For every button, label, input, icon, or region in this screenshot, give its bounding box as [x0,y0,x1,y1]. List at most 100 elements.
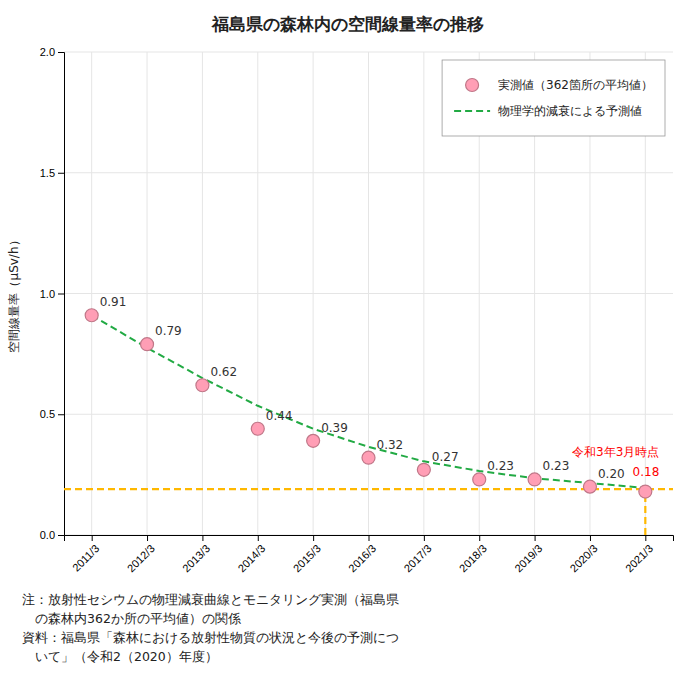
chart-svg: 福島県の森林内の空間線量率の推移0.00.51.01.52.02011/3201… [0,0,695,695]
x-tick-label: 2018/3 [457,542,489,574]
x-tick-mark [202,535,203,541]
legend: 実測値（362箇所の平均値） 物理学的減衰による予測値 [442,60,665,136]
y-tick: 0.0 [40,529,64,541]
x-tick: 2014/3 [235,535,267,574]
legend-swatch [454,110,490,112]
x-tick-mark [424,535,425,541]
x-tick-label: 2017/3 [401,542,433,574]
y-tick-label: 0.5 [40,408,55,420]
x-tick-mark [147,535,148,541]
y-tick-mark [58,173,64,174]
title: 福島県の森林内の空間線量率の推移 [211,14,484,34]
legend-item: 物理学的減衰による予測値 [454,104,642,118]
data-point [528,473,541,486]
y-tick-label: 2.0 [40,46,55,58]
y-tick-mark [58,52,64,53]
y-tick-label: 0.0 [40,529,55,541]
x-tick: 2020/3 [568,535,600,574]
x-tick: 2012/3 [125,535,157,574]
x-tick: 2019/3 [512,535,544,574]
reference-line [64,488,673,490]
y-tick-mark [58,414,64,415]
marks [64,309,673,535]
data-point [583,480,596,493]
data-point [307,434,320,447]
x-tick: 2013/3 [180,535,212,574]
notes: 注：放射性セシウムの物理減衰曲線とモニタリング実測（福島県 の森林内362か所の… [22,592,399,664]
note: の森林内362か所の平均値）の関係 [22,611,241,626]
note: 注：放射性セシウムの物理減衰曲線とモニタリング実測（福島県 [22,592,399,607]
x-tick: 2015/3 [291,535,323,574]
data-point [141,338,154,351]
y-tick-label: 1.0 [40,288,55,300]
x-tick-mark [535,535,536,541]
data-point [473,473,486,486]
data-label: 0.44 [266,409,293,423]
x-tick-label: 2011/3 [70,542,102,574]
x-tick: 2011/3 [70,535,102,574]
y-tick: 1.5 [40,167,64,179]
grid-line-x [147,52,148,535]
legend-item: 実測値（362箇所の平均値） [466,78,653,92]
grid-line-x [313,52,314,535]
legend-frame [442,60,665,136]
x-tick: 2017/3 [401,535,433,574]
data-label: 0.39 [321,421,348,435]
note: いて」（令和2（2020）年度） [22,649,218,664]
x-tick-mark [258,535,259,541]
x-axis: 2011/3 2012/3 2013/3 2014/3 2015/3 2016/3 2017… [65,535,674,574]
x-axis-line [65,536,674,542]
grid-line-x [91,52,92,535]
y-tick-mark [58,535,64,536]
series-line [92,315,646,488]
data-label: 0.32 [377,438,404,452]
data-point [196,379,209,392]
x-tick: 2016/3 [346,535,378,574]
y-tick: 0.5 [40,408,64,420]
y-tick: 2.0 [40,46,64,58]
data-label: 0.23 [543,459,570,473]
data-label: 0.20 [598,467,625,481]
data-labels: 0.91 0.79 0.62 0.44 0.39 0.32 0.27 0.23 0.23 0.20… [100,295,660,480]
legend-label: 実測値（362箇所の平均値） [498,78,653,92]
x-tick-mark [479,535,480,541]
note: 資料：福島県「森林における放射性物質の状況と今後の予測につ [22,630,399,645]
annotation: 0.18 [633,465,660,479]
x-tick-label: 2020/3 [568,542,600,574]
x-tick-mark [590,535,591,541]
data-label: 0.91 [100,295,127,309]
data-label: 0.23 [487,459,514,473]
x-tick-mark [369,535,370,541]
grid-line-x [423,52,424,535]
data-label: 0.27 [432,450,459,464]
x-tick-label: 2015/3 [291,542,323,574]
x-tick: 2018/3 [457,535,489,574]
x-tick-mark [92,535,93,541]
x-tick-label: 2019/3 [512,542,544,574]
y-axis: 0.0 0.5 1.0 1.5 2.0 [40,46,65,541]
data-label: 0.62 [210,365,237,379]
legend-swatch [466,79,479,92]
data-point [417,463,430,476]
x-tick-mark [313,535,314,541]
y-tick-label: 1.5 [40,167,55,179]
plot-area: 0.00.51.01.52.02011/32012/32013/32014/32… [40,46,674,574]
x-tick-label: 2013/3 [180,542,212,574]
x-tick-label: 2014/3 [235,542,267,574]
data-label: 0.79 [155,324,182,338]
x-tick-label: 2021/3 [623,542,655,574]
y-tick-mark [58,294,64,295]
grid [64,52,673,535]
legend-label: 物理学的減衰による予測値 [498,104,642,118]
x-tick: 2021/3 [623,535,655,574]
x-tick-label: 2012/3 [125,542,157,574]
data-point [362,451,375,464]
y-axis-title: 空間線量率（μSv/h） [7,234,21,352]
y-tick: 1.0 [40,288,64,300]
x-tick-label: 2016/3 [346,542,378,574]
x-tick-mark [645,535,646,541]
data-point [251,422,264,435]
y-axis-line [58,53,65,536]
annotation: 令和3年3月時点 [572,445,659,459]
data-point [85,309,98,322]
